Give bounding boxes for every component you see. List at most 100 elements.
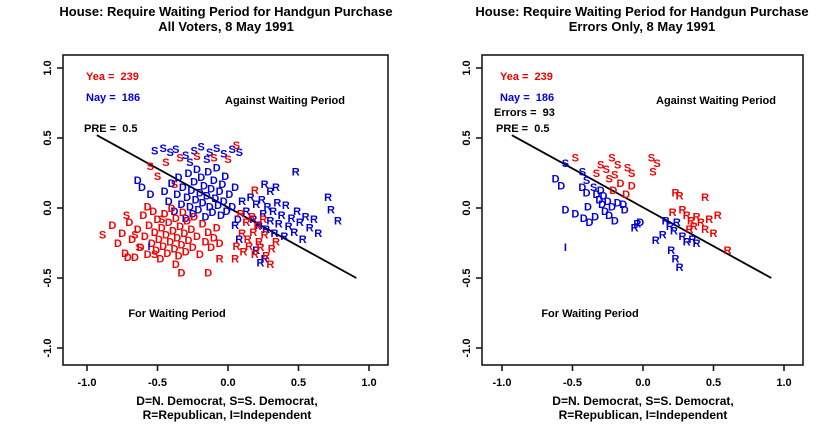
data-point-letter: S (176, 153, 183, 165)
data-point-letter: D (134, 175, 142, 187)
data-point-letter: D (139, 210, 147, 222)
cutting-line (96, 134, 357, 279)
data-point-letter: D (137, 242, 145, 254)
y-axis-tick-label: 1.0 (42, 60, 54, 75)
data-point-letter: D (561, 204, 569, 216)
data-point-letter: D (207, 183, 215, 195)
data-point-letter: S (198, 141, 205, 153)
data-point-letter: S (154, 171, 161, 183)
data-point-letter: R (710, 228, 718, 240)
data-point-letter: R (254, 221, 262, 233)
x-axis-tick-label: 0.0 (635, 377, 650, 389)
data-point-letter: R (275, 218, 283, 230)
data-point-letter: R (261, 179, 269, 191)
data-point-letter: S (203, 154, 210, 166)
data-point-letter: D (595, 195, 603, 207)
data-point-letter: S (131, 230, 138, 242)
data-point-letter: D (619, 199, 627, 211)
data-point-letter: R (255, 237, 263, 249)
data-point-letter: R (697, 217, 705, 229)
data-point-letter: D (231, 182, 239, 194)
data-point-letter: D (158, 223, 166, 235)
data-point-letter: D (125, 217, 133, 229)
data-point-letter: R (670, 225, 678, 237)
data-point-letter: R (287, 213, 295, 225)
data-point-letter: D (168, 178, 176, 190)
data-point-letter: D (149, 206, 157, 218)
data-point-letter: R (327, 204, 335, 216)
y-axis-tick-label: 0.0 (461, 200, 473, 215)
data-point-letter: R (266, 216, 274, 228)
data-point-letter: D (177, 267, 185, 279)
data-point-letter: D (182, 213, 190, 225)
data-point-letter: D (597, 185, 605, 197)
left-stat-nay: Nay = 186 (86, 92, 140, 104)
left-region-label-against: Against Waiting Period (225, 95, 345, 107)
data-point-letter: S (562, 158, 569, 170)
data-point-letter: D (189, 209, 197, 221)
data-point-letter: R (683, 237, 691, 249)
data-point-letter: D (601, 206, 609, 218)
data-point-letter: R (237, 209, 245, 221)
data-point-letter: S (653, 158, 660, 170)
x-axis-tick-label: -1.0 (78, 377, 97, 389)
data-point-letter: S (583, 175, 590, 187)
data-point-letter: D (185, 168, 193, 180)
data-point-letter: D (172, 259, 180, 271)
data-point-letter: D (221, 171, 229, 183)
data-point-letter: R (679, 204, 687, 216)
data-point-letter: R (273, 197, 281, 209)
data-point-letter: D (211, 193, 219, 205)
data-point-letter: R (231, 253, 239, 265)
data-point-letter: D (190, 211, 198, 223)
data-point-letter: D (197, 172, 205, 184)
data-point-letter: D (616, 178, 624, 190)
data-point-letter: D (166, 237, 174, 249)
data-point-letter: D (168, 203, 176, 215)
data-point-letter: D (121, 248, 129, 260)
data-point-letter: D (622, 189, 630, 201)
data-point-letter: R (302, 211, 310, 223)
data-point-letter: D (200, 181, 208, 193)
y-axis-tick-label: 1.0 (461, 60, 473, 75)
data-point-letter: D (552, 174, 560, 186)
data-point-letter: R (272, 182, 280, 194)
data-point-letter: R (676, 190, 684, 202)
right-stat-errors: Errors = 93 (494, 107, 555, 119)
data-point-letter: S (135, 242, 142, 254)
data-point-letter: S (159, 143, 166, 155)
data-point-letter: R (251, 185, 259, 197)
data-point-letter: R (701, 192, 709, 204)
data-point-letter: R (714, 210, 722, 222)
data-point-letter: D (204, 227, 212, 239)
data-point-letter: S (597, 160, 604, 172)
data-point-letter: R (679, 231, 687, 243)
data-point-letter: D (170, 206, 178, 218)
data-point-letter: D (161, 209, 169, 221)
data-point-letter: D (614, 197, 622, 209)
data-point-letter: D (128, 234, 136, 246)
data-point-letter: D (145, 220, 153, 232)
right-stat-nay: Nay = 186 (500, 92, 554, 104)
data-point-letter: R (256, 242, 264, 254)
data-point-letter: S (206, 147, 213, 159)
data-point-letter: D (148, 238, 156, 250)
data-point-letter: D (193, 231, 201, 243)
data-point-letter: S (213, 143, 220, 155)
data-point-letter: R (269, 206, 277, 218)
data-point-letter: D (108, 220, 116, 232)
data-point-letter: R (686, 224, 694, 236)
data-point-letter: R (238, 196, 246, 208)
right-plot-area: -1.0 -0.5 0.0 0.5 1.0-1.0-0.50.00.51.0SSSSSS… (461, 54, 804, 389)
y-axis-tick-label: -0.5 (42, 269, 54, 288)
data-point-letter: R (261, 230, 269, 242)
data-point-letter: R (667, 245, 675, 257)
data-point-letter: D (151, 227, 159, 239)
data-point-letter: R (671, 253, 679, 265)
data-point-letter: D (124, 252, 132, 264)
data-point-letter: D (210, 232, 218, 244)
data-point-letter: D (175, 251, 183, 263)
left-stat-pre: PRE = 0.5 (84, 123, 138, 135)
data-point-letter: R (293, 206, 301, 218)
